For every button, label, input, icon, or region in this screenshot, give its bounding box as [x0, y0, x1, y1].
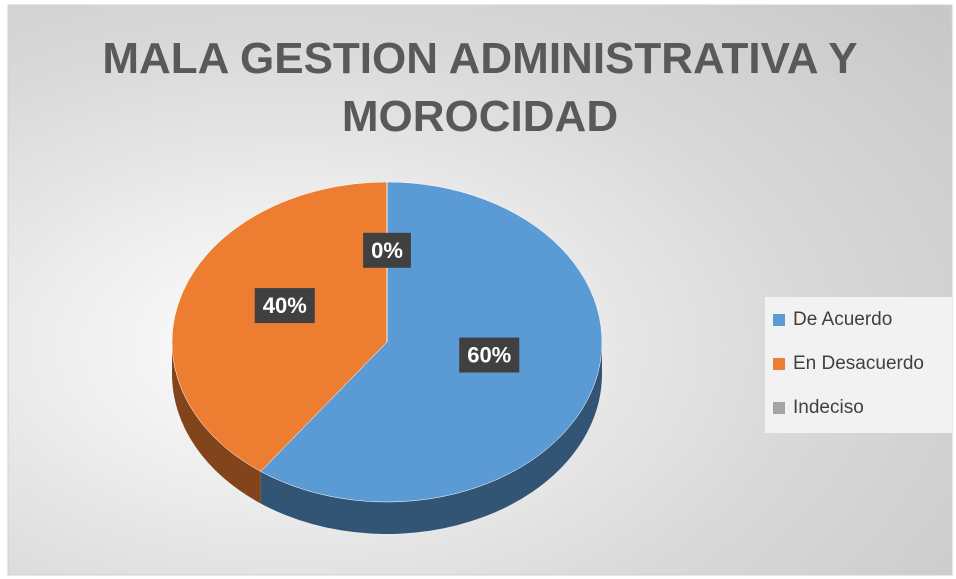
data-label: 40%: [263, 293, 307, 318]
slice-side: [172, 342, 261, 504]
legend-label: En Desacuerdo: [793, 353, 924, 374]
data-label-box: [363, 232, 411, 268]
data-label: 0%: [371, 238, 403, 263]
data-label-box: [459, 337, 520, 373]
legend-label: Indeciso: [793, 397, 864, 418]
slice: [171, 181, 388, 472]
legend-box: [765, 297, 952, 433]
slice: [260, 181, 603, 503]
legend-label: De Acuerdo: [793, 309, 892, 330]
slice-side: [260, 342, 602, 534]
legend-swatch: [773, 314, 785, 326]
data-label-box: [254, 288, 315, 324]
legend-swatch: [773, 358, 785, 370]
legend-swatch: [773, 402, 785, 414]
chart-title: MALA GESTION ADMINISTRATIVA Y MOROCIDAD: [102, 34, 858, 141]
data-label: 60%: [467, 343, 511, 368]
